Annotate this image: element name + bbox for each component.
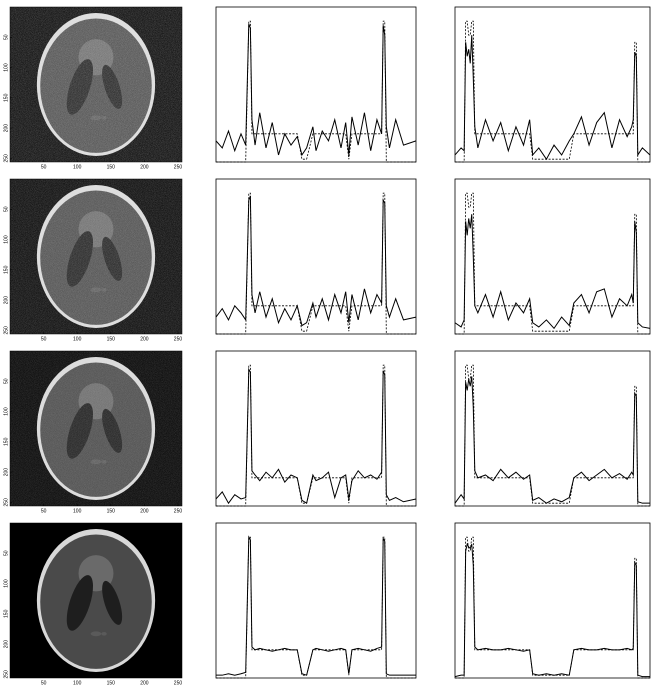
profile-line	[215, 195, 417, 327]
brain	[40, 534, 152, 669]
x-tick-label: 200	[140, 508, 149, 514]
plot-frame	[454, 522, 651, 679]
profile-line	[216, 535, 416, 676]
plot-frame	[215, 6, 417, 163]
reference-line	[455, 364, 650, 507]
image-noise	[10, 7, 182, 162]
small-spot	[101, 631, 107, 636]
y-tick-label: 150	[3, 609, 9, 618]
x-tick-label: 100	[73, 508, 82, 514]
y-tick-label: 150	[3, 437, 9, 446]
plot-frame	[215, 178, 417, 335]
image-frame	[9, 178, 183, 335]
x-tick-label: 150	[107, 336, 116, 342]
plot-frame	[454, 350, 651, 507]
x-tick-label: 100	[73, 164, 82, 170]
phantom-image	[10, 523, 182, 678]
y-tick-label: 200	[3, 124, 9, 133]
reference-line	[455, 536, 650, 679]
y-tick-label: 250	[3, 670, 9, 679]
x-tick-label: 50	[41, 164, 47, 170]
small-spot	[90, 631, 102, 637]
y-tick-label: 100	[3, 579, 9, 588]
x-tick-label: 150	[107, 164, 116, 170]
x-tick-label: 150	[107, 508, 116, 514]
y-tick-label: 250	[3, 498, 9, 507]
y-tick-label: 250	[3, 326, 9, 335]
y-tick-label: 50	[3, 550, 9, 556]
image-noise	[10, 351, 182, 506]
y-tick-label: 150	[3, 93, 9, 102]
reference-line	[455, 192, 650, 335]
y-tick-label: 200	[3, 640, 9, 649]
profile-line	[454, 214, 651, 330]
x-tick-label: 250	[174, 680, 183, 685]
plot-frame	[215, 522, 417, 679]
x-tick-label: 200	[140, 164, 149, 170]
x-tick-label: 150	[107, 680, 116, 685]
x-tick-label: 50	[41, 508, 47, 514]
phantom-image	[10, 179, 182, 334]
phantom-image	[10, 351, 182, 506]
dark-right	[102, 580, 123, 625]
dark-left	[66, 575, 94, 631]
y-tick-label: 100	[3, 235, 9, 244]
x-tick-label: 200	[140, 680, 149, 685]
x-tick-label: 100	[73, 680, 82, 685]
profile-line	[454, 376, 650, 504]
reference-line	[455, 20, 650, 163]
plot-frame	[454, 178, 651, 335]
x-tick-label: 250	[174, 336, 183, 342]
profile-line	[454, 35, 651, 161]
y-tick-label: 250	[3, 154, 9, 163]
y-tick-label: 100	[3, 407, 9, 416]
image-frame	[9, 522, 183, 679]
plot-frame	[215, 350, 417, 507]
y-tick-label: 50	[3, 378, 9, 384]
x-tick-label: 50	[41, 680, 47, 685]
y-tick-label: 150	[3, 265, 9, 274]
x-tick-label: 250	[174, 508, 183, 514]
profile-line	[215, 367, 417, 505]
y-tick-label: 200	[3, 296, 9, 305]
y-tick-label: 200	[3, 468, 9, 477]
profile-line	[454, 542, 650, 678]
x-tick-label: 200	[140, 336, 149, 342]
profile-line	[215, 23, 417, 157]
phantom-image	[10, 7, 182, 162]
y-tick-label: 50	[3, 206, 9, 212]
x-tick-label: 50	[41, 336, 47, 342]
image-noise	[10, 179, 182, 334]
image-frame	[9, 350, 183, 507]
plot-frame	[454, 6, 651, 163]
y-tick-label: 100	[3, 63, 9, 72]
image-frame	[9, 6, 183, 163]
x-tick-label: 250	[174, 164, 183, 170]
y-tick-label: 50	[3, 34, 9, 40]
x-tick-label: 100	[73, 336, 82, 342]
